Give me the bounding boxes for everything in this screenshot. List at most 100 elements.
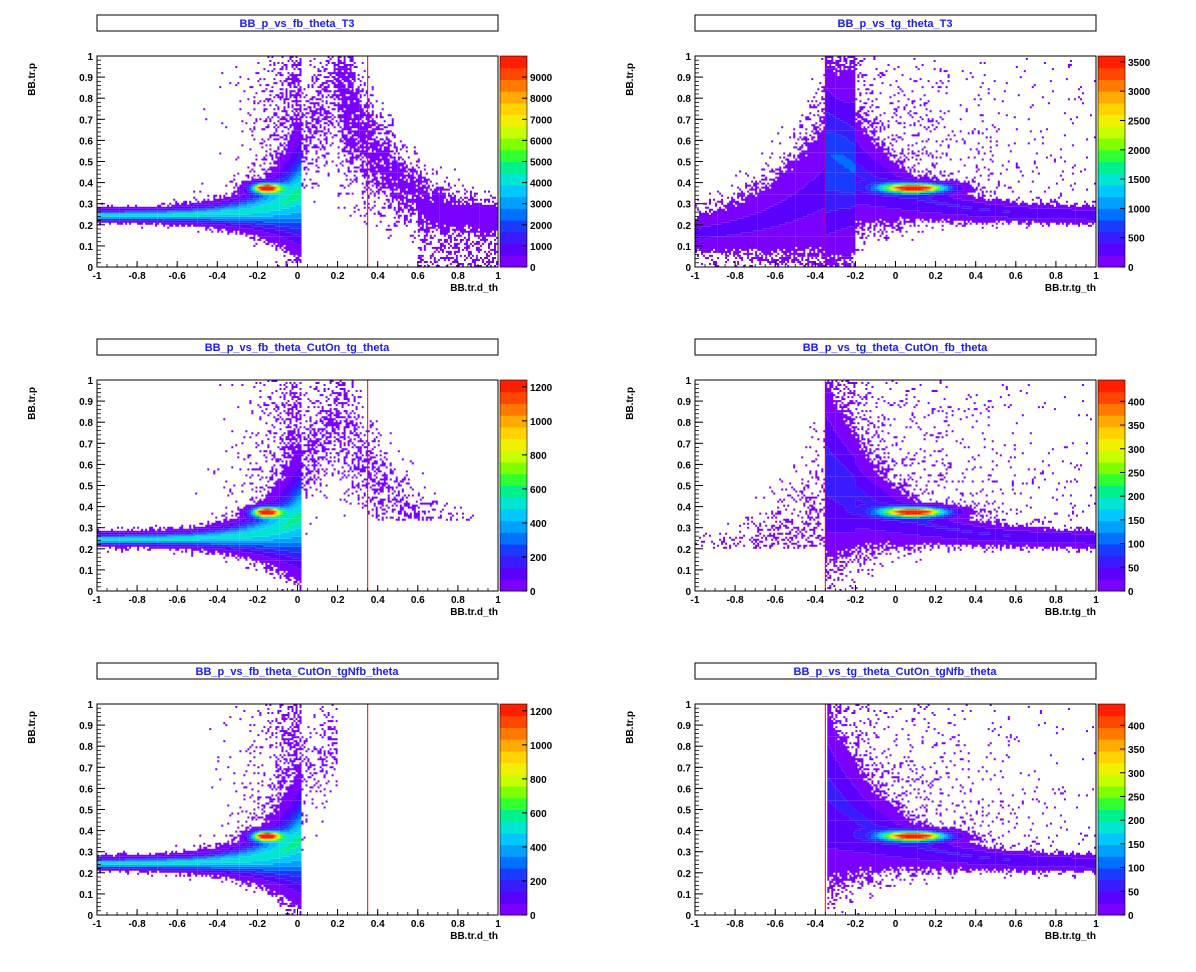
y-tick-label: 0.6 <box>79 136 93 147</box>
heatmap-bin-group <box>825 132 954 195</box>
histogram-panel-6: BB_p_vs_tg_theta_CutOn_tgNfb_theta -1 -0.8… <box>625 662 1145 942</box>
heatmap-bin-group <box>265 832 276 837</box>
y-tick-label: 0.8 <box>79 418 93 429</box>
color-scale-swatch <box>1098 231 1125 245</box>
x-tick-label: 0.4 <box>371 919 385 930</box>
y-tick-label: 0 <box>685 263 691 274</box>
color-scale-swatch <box>500 821 527 834</box>
x-tick-label: -0.2 <box>249 919 267 930</box>
color-scale: 0 50 100 150 200 250 300 350 400 <box>1097 379 1145 598</box>
color-scale-swatch <box>500 497 527 510</box>
histogram-panel-2: BB_p_vs_tg_theta_T3 -1 -0.8 -0.6 -0.4 -0.2 0 0.… <box>625 14 1151 294</box>
y-tick-label: 0.3 <box>79 848 93 859</box>
heatmap-bin-group <box>253 506 302 529</box>
heatmap-bin-group <box>97 824 302 865</box>
y-tick-label: 0.5 <box>677 806 691 817</box>
x-tick-label: 0.6 <box>1009 271 1023 282</box>
color-scale-label: 400 <box>1128 721 1145 732</box>
color-scale-swatch <box>1098 520 1125 533</box>
x-tick-label: -0.8 <box>726 595 744 606</box>
x-tick-label: 0.8 <box>1049 271 1063 282</box>
color-scale-label: 0 <box>530 263 536 274</box>
color-scale-swatch <box>500 555 527 569</box>
y-tick-label: 0.7 <box>79 115 93 126</box>
y-tick-label: 0.2 <box>79 221 93 232</box>
color-scale-swatch <box>500 809 527 822</box>
color-scale-swatch <box>500 774 527 787</box>
x-tick-label: 0.6 <box>411 595 425 606</box>
x-tick-label: -0.8 <box>128 919 146 930</box>
heatmap-bin-group <box>695 56 1096 268</box>
y-tick-label: 0.5 <box>79 482 93 493</box>
color-scale-swatch <box>1098 844 1125 857</box>
color-scale-swatch <box>1098 868 1125 881</box>
histogram-panel-4: BB_p_vs_tg_theta_CutOn_fb_theta -1 -0.8 -0.… <box>625 338 1145 618</box>
color-scale-swatch <box>1098 450 1125 463</box>
y-tick-label: 0.9 <box>677 397 691 408</box>
heatmap-bin-group <box>887 508 940 517</box>
color-scale-border <box>499 703 528 916</box>
x-tick-label: 0.8 <box>451 271 465 282</box>
heatmap-bin-group <box>899 186 928 191</box>
y-tick-label: 0 <box>685 587 691 598</box>
color-scale-swatch <box>500 102 527 116</box>
color-scale-swatch <box>1098 497 1125 510</box>
heatmap-bin-group <box>895 184 932 191</box>
color-scale-swatch <box>1098 704 1125 717</box>
heatmap-bin-group <box>893 184 930 191</box>
y-tick-label: 0.9 <box>79 397 93 408</box>
heatmap-bins <box>827 704 1096 916</box>
x-axis-label: BB.tr.tg_th <box>1045 607 1096 618</box>
x-tick-label: 0.4 <box>969 595 983 606</box>
heatmap-bins <box>695 380 1096 592</box>
y-tick-label: 0 <box>685 911 691 922</box>
color-scale-swatch <box>500 856 527 869</box>
color-scale-label: 7000 <box>530 115 553 126</box>
y-tick-label: 0.8 <box>79 742 93 753</box>
color-scale-swatch <box>1098 567 1125 580</box>
y-tick-label: 1 <box>87 700 93 711</box>
color-scale-swatch <box>500 450 527 463</box>
color-scale-swatch <box>500 220 527 233</box>
color-scale-label: 350 <box>1128 421 1145 432</box>
y-tick-label: 0 <box>87 587 93 598</box>
heatmap-bin-group <box>97 56 498 268</box>
color-scale-label: 600 <box>530 485 547 496</box>
color-scale-swatch <box>500 532 527 545</box>
color-scale: 0 1000 2000 3000 4000 5000 6000 7000 8000 9000 <box>499 55 553 274</box>
color-scale: 0 200 400 600 800 1000 1200 <box>499 703 553 922</box>
color-scale-swatch <box>500 91 527 104</box>
x-tick-label: 0.2 <box>929 271 943 282</box>
color-scale-label: 500 <box>1128 234 1145 245</box>
color-scale-swatch <box>500 231 527 245</box>
color-scale-label: 800 <box>530 775 547 786</box>
color-scale-label: 300 <box>1128 769 1145 780</box>
color-scale-swatch <box>500 161 527 174</box>
color-scale-swatch <box>1098 243 1125 256</box>
heatmap-bin-group <box>261 832 278 837</box>
heatmap-bin-group <box>259 834 274 839</box>
y-tick-label: 1 <box>685 376 691 387</box>
color-scale-swatch <box>1098 161 1125 174</box>
color-scale-label: 6000 <box>530 136 553 147</box>
x-tick-label: 0 <box>893 595 899 606</box>
color-scale-swatch <box>500 739 527 752</box>
color-scale-swatch <box>1098 426 1125 440</box>
color-scale-label: 100 <box>1128 540 1145 551</box>
heatmap-bin-group <box>261 184 278 189</box>
color-scale-border <box>499 379 528 592</box>
y-tick-label: 0.1 <box>677 890 691 901</box>
color-scale-label: 400 <box>530 519 547 530</box>
y-tick-label: 0.6 <box>677 136 691 147</box>
color-scale-label: 0 <box>1128 911 1134 922</box>
panel-title: BB_p_vs_tg_theta_CutOn_fb_theta <box>803 342 988 354</box>
heatmap-bin-group <box>889 184 936 191</box>
color-scale-swatch <box>500 149 527 162</box>
y-tick-label: 0.4 <box>677 179 691 190</box>
y-tick-label: 0.4 <box>79 827 93 838</box>
x-axis: -1 -0.8 -0.6 -0.4 -0.2 0 0.2 0.4 0.6 0.8 1BB.tr.tg… <box>691 585 1099 618</box>
heatmap-bin-group <box>825 112 1010 213</box>
y-axis: 0 0.1 0.2 0.3 0.4 0.5 0.6 0.7 0.8 0.9 1 BB.tr.p <box>625 376 703 598</box>
y-tick-label: 0.8 <box>677 94 691 105</box>
